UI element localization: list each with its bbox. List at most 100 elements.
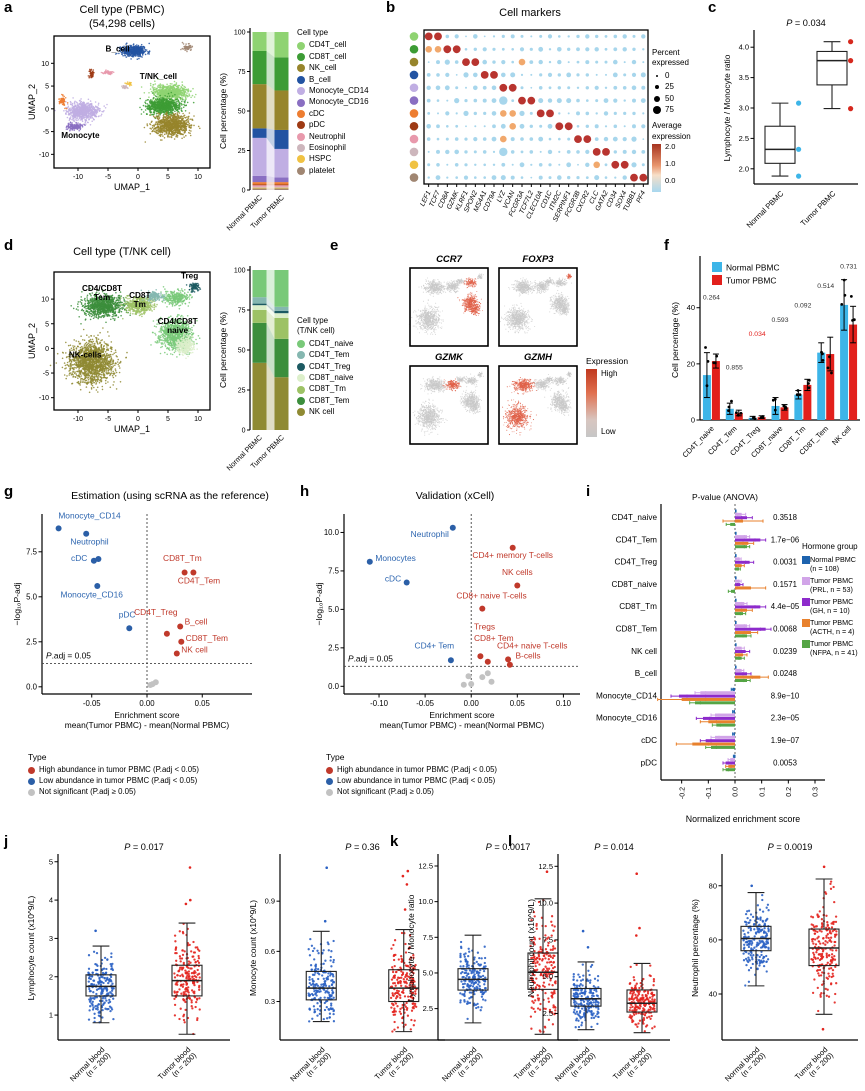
hormone-legend-swatch [802,556,810,564]
type-legend-swatch [326,766,333,774]
box-group [740,884,772,987]
legend-item-pdc: pDC [297,120,392,130]
umap-points [49,282,202,394]
panel-i-header: P-value (ANOVA) [645,492,805,502]
svg-text:T/NK_cell: T/NK_cell [140,72,177,81]
umap-points [54,41,201,143]
svg-text:PF4: PF4 [636,190,648,204]
box-group [626,872,658,1034]
svg-text:-10: -10 [73,174,83,181]
legend-label: CD8T_Tem [309,396,349,406]
percent-dot [656,74,658,77]
svg-text:75: 75 [238,69,246,76]
legend-label: CD4T_naive [309,339,353,349]
legend-swatch [297,396,305,405]
type-legend-h: Type High abundance in tumor PBMC (P.adj … [326,752,596,798]
avg-expression-title2: expression [652,132,707,142]
legend-item-b-cell: B_cell [297,75,392,85]
validation-volcano: -0.10 -0.05 0.00 0.05 0.100.02.55.07.510.0 Ne… [314,514,580,730]
panel-e-label: e [330,238,338,253]
feature-plot-ccr7 [408,267,489,347]
colorbar-tick: 0.0 [665,176,675,186]
legend-label: Eosinophil [309,143,346,153]
legend-label: CD8T_cell [309,52,346,62]
svg-text:B_cell: B_cell [106,44,130,53]
svg-text:25: 25 [238,148,246,155]
svg-text:5: 5 [45,84,49,91]
legend-item-cd4t-naive: CD4T_naive [297,339,392,349]
expression-legend: Expression High Low [586,356,628,439]
legend-swatch [297,52,305,61]
svg-text:3.0: 3.0 [739,104,749,113]
percent-expressed-title2: expressed [652,58,707,68]
svg-text:2.5: 2.5 [739,134,749,143]
percent-dot [654,95,660,102]
estimation-volcano: -0.05 0.00 0.050.02.55.07.5Monocyte_CD14Ne… [12,511,252,730]
expression-low-label: Low [601,427,616,437]
panel-a-title: Cell type (PBMC) (54,298 cells) [32,4,212,32]
legend-item-neutrophil: Neutrophil [297,132,392,142]
box-group [816,39,854,112]
cell-markers-dotplot: LEF1TCF7CD8AGZMKKLRF1SPON2MS4A1CD79ALYZV… [409,29,649,223]
type-legend-title: Type [326,752,596,763]
hormone-legend-item: Tumor PBMC (ACTH, n = 4) [802,618,864,636]
panel-i-label: i [586,484,590,499]
avg-expression-title: Average [652,121,707,131]
svg-text:50: 50 [238,109,246,116]
svg-text:UMAP_2: UMAP_2 [27,84,37,120]
legend-swatch [297,351,305,360]
svg-text:100: 100 [234,30,246,37]
legend-item-cd8t-cell: CD8T_cell [297,52,392,62]
legend-swatch [297,374,305,383]
panel-b-title: Cell markers [430,7,630,21]
percent-dot [655,85,659,90]
legend-label: platelet [309,166,335,176]
svg-text:UMAP_1: UMAP_1 [114,182,150,192]
legend-label: CD4T_Tem [309,350,349,360]
legend-label: cDC [309,109,325,119]
type-legend-item: Not significant (P.adj ≥ 0.05) [326,787,596,797]
svg-text:5: 5 [166,174,170,181]
legend-swatch [297,155,305,164]
type-legend-swatch [326,777,333,785]
hormone-legend-item: Tumor PBMC (GH, n = 10) [802,597,864,615]
hormone-legend-item: Normal PBMC (n = 108) [802,555,864,573]
svg-text:0: 0 [136,174,140,181]
panel-h-title: Validation (xCell) [330,490,580,503]
legend-title: (T/NK cell) [297,326,392,336]
svg-text:2.0: 2.0 [739,164,749,173]
type-legend-swatch [28,777,35,785]
legend-item-cd8t-tem: CD8T_Tem [297,396,392,406]
panel-d-label: d [4,238,13,253]
svg-text:-5: -5 [105,174,111,181]
legend-label: CD8T_Tm [309,384,346,394]
legend-item-nk-cell: NK_cell [297,63,392,73]
box-group [85,929,117,1024]
box-group [764,100,802,179]
svg-text:Lymphocyte / Monocyte ratio: Lymphocyte / Monocyte ratio [722,54,732,161]
type-legend-item: Low abundance in tumor PBMC (P.adj < 0.0… [326,776,596,786]
panel-c-label: c [708,0,716,15]
pbmc-celltype-legend: Cell type CD4T_cell CD8T_cell NK_cell B_cell… [297,28,392,177]
svg-text:-5: -5 [43,129,49,136]
legend-swatch [297,75,305,84]
feature-plot-foxp3 [498,267,578,347]
box-group [305,866,337,1023]
panel-l-label: l [508,834,512,849]
panel-a-label: a [4,0,12,15]
umap-points [408,273,489,335]
legend-item-eosinophil: Eosinophil [297,143,392,153]
box-group [808,865,840,1031]
svg-text:0: 0 [45,106,49,113]
legend-title: Cell type [297,28,392,38]
panel-f-label: f [664,238,669,253]
legend-item-cd4t-tem: CD4T_Tem [297,350,392,360]
legend-swatch [297,64,305,73]
percent-legend-item: 25 [652,82,707,92]
legend-label: pDC [309,120,325,130]
